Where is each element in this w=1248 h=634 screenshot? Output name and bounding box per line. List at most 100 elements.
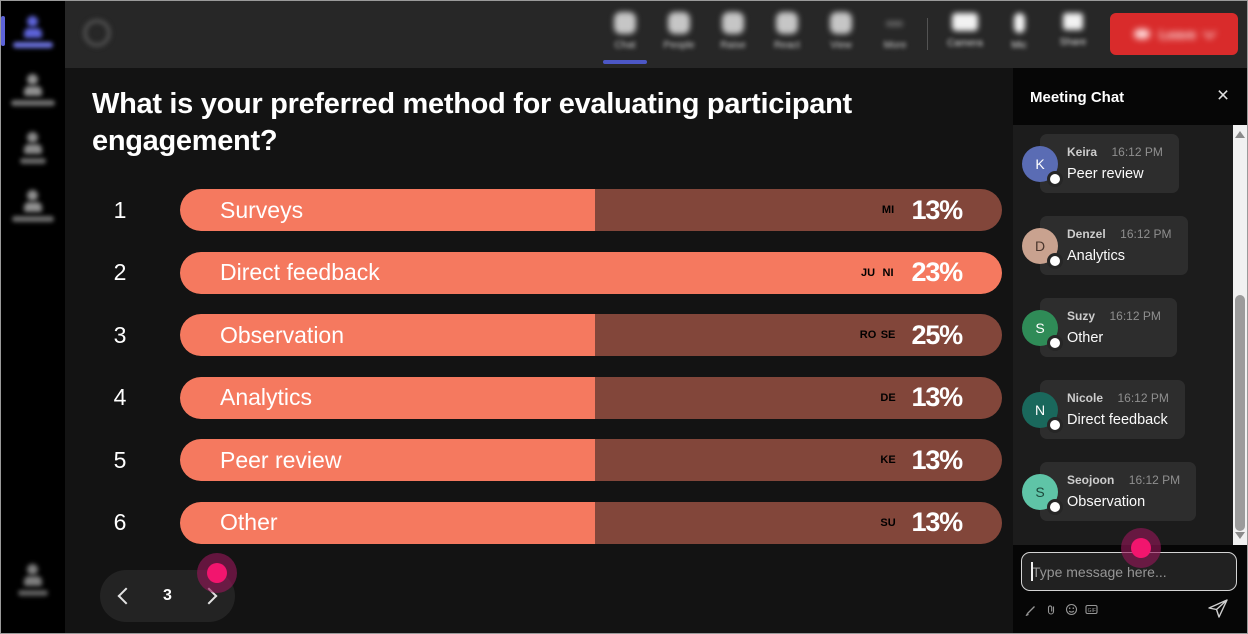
- chat-input-wrap: [1021, 552, 1237, 591]
- option-bar[interactable]: Direct feedback JU NI 23%: [180, 251, 1002, 294]
- emoji-icon[interactable]: [1065, 603, 1078, 616]
- hangup-phone-icon: [1134, 29, 1151, 39]
- option-label: Other: [220, 509, 278, 535]
- poll-option-row: 3 Observation RO SE 25%: [65, 314, 1013, 356]
- toolbar-item-label: Camera: [947, 38, 983, 49]
- presence-dot-icon: [1050, 501, 1060, 512]
- option-rank: 4: [113, 384, 127, 410]
- send-icon[interactable]: [1205, 595, 1231, 621]
- avatar: N: [1022, 391, 1060, 430]
- voter-initials: RO: [859, 329, 877, 341]
- option-bar-fill: [180, 251, 1002, 294]
- option-bar[interactable]: Other SU 13%: [180, 501, 1002, 544]
- poll-results-chart: 1 Surveys MI 13% 2 Direct feedback: [65, 189, 1013, 544]
- chat-bubble: Nicole 16:12 PM Direct feedback: [1040, 380, 1185, 439]
- poll-option-row: 5 Peer review KE 13%: [65, 439, 1013, 481]
- sidebar-app-icon-body: [23, 28, 42, 38]
- option-bar[interactable]: Observation RO SE 25%: [180, 314, 1002, 356]
- message-time: 16:12 PM: [1111, 145, 1163, 159]
- message-text: Analytics: [1067, 248, 1126, 264]
- voter-initials: NI: [882, 266, 894, 279]
- sidebar-app-label: [10, 100, 55, 106]
- avatar: S: [1022, 473, 1060, 512]
- active-tab-underline: [603, 60, 647, 64]
- leave-button[interactable]: Leave: [1110, 13, 1238, 55]
- poll-option-row: 4 Analytics DE 13%: [65, 376, 1013, 419]
- app-sidebar: [0, 0, 65, 634]
- meeting-chat-panel: Meeting Chat × K Keira 16:12 PM Peer rev…: [1013, 68, 1248, 634]
- scroll-up-arrow-icon[interactable]: [1235, 131, 1245, 138]
- option-bar[interactable]: Analytics DE 13%: [180, 376, 1002, 419]
- option-bar[interactable]: Surveys MI 13%: [180, 189, 1002, 231]
- next-slide-button[interactable]: [200, 587, 218, 605]
- option-result-group: MI 13%: [872, 189, 996, 231]
- voter-initials: SU: [880, 516, 896, 529]
- poll-option-row: 6 Other SU 13%: [65, 501, 1013, 544]
- voter-badge: JU: [852, 256, 885, 289]
- voter-initials: DE: [880, 391, 896, 404]
- option-bar-fill: [180, 501, 596, 544]
- slide-pagination: 3: [100, 570, 235, 622]
- toolbar-item-label: More: [883, 40, 907, 51]
- chevron-down-icon: [1203, 26, 1216, 39]
- option-bar-fill: [180, 376, 596, 419]
- active-tab-underline: [873, 60, 917, 64]
- toolbar-divider: [927, 18, 928, 50]
- toolbar-item-label: Chat: [614, 40, 636, 51]
- option-percentage: 13%: [911, 194, 964, 225]
- option-rank: 5: [113, 446, 127, 473]
- toolbar-icon: [614, 12, 636, 34]
- scrollbar-thumb[interactable]: [1235, 295, 1245, 531]
- sidebar-item-bottom[interactable]: [4, 554, 62, 606]
- sidebar-app-icon: [27, 132, 38, 143]
- previous-slide-button[interactable]: [117, 587, 135, 605]
- option-result-group: DE 13%: [872, 377, 996, 419]
- scroll-down-arrow-icon[interactable]: [1235, 532, 1245, 539]
- sidebar-app-icon: [27, 16, 38, 27]
- option-bar-fill: [180, 314, 596, 356]
- option-percentage: 13%: [911, 507, 964, 537]
- sidebar-app-label: [17, 590, 48, 596]
- option-percentage: 25%: [911, 319, 964, 350]
- format-pen-icon[interactable]: [1025, 603, 1038, 616]
- sidebar-app-icon: [27, 564, 38, 575]
- chat-message-meta: Keira 16:12 PM: [1067, 143, 1163, 161]
- more-icon: •••: [886, 15, 904, 31]
- voter-initials: SE: [880, 329, 896, 341]
- leave-button-content: Leave: [1134, 26, 1216, 42]
- toolbar-device-group: Camera Mic Share: [938, 6, 1100, 66]
- option-label: Analytics: [220, 384, 313, 410]
- message-text: Other: [1067, 330, 1104, 346]
- option-result-group: SU 13%: [872, 502, 996, 544]
- voter-initials: MI: [881, 204, 895, 216]
- close-icon[interactable]: ×: [1216, 84, 1230, 107]
- toolbar-item-label: People: [663, 40, 695, 51]
- option-bar[interactable]: Peer review KE 13%: [180, 439, 1002, 481]
- toolbar-center-group: Chat People Raise React View ••• Mor: [598, 6, 922, 66]
- chat-bubble: Keira 16:12 PM Peer review: [1040, 134, 1179, 193]
- voter-badges: JU NI: [852, 256, 905, 289]
- gif-icon[interactable]: GIF: [1085, 603, 1098, 616]
- option-bar-fill: [180, 189, 596, 231]
- chat-title: Meeting Chat: [1030, 89, 1125, 106]
- avatar-initial: S: [1035, 483, 1045, 500]
- option-rank: 2: [113, 259, 127, 285]
- attachment-icon[interactable]: [1045, 603, 1058, 616]
- option-result-group: JU NI 23%: [852, 252, 996, 294]
- sender-name: Denzel: [1067, 227, 1106, 241]
- presence-dot-icon: [1050, 173, 1060, 184]
- option-percentage: 13%: [911, 444, 964, 475]
- active-indicator: [1, 74, 5, 104]
- chat-message-meta: Seojoon 16:12 PM: [1067, 471, 1180, 489]
- avatar-initial: D: [1034, 237, 1046, 254]
- chat-bubble: Suzy 16:12 PM Other: [1040, 298, 1177, 357]
- voter-badge: RO: [852, 319, 885, 352]
- avatar-initial: K: [1035, 155, 1045, 172]
- chat-scrollbar[interactable]: [1233, 125, 1247, 545]
- chat-input[interactable]: [1022, 553, 1236, 590]
- message-time: 16:12 PM: [1117, 391, 1169, 405]
- toolbar-icon: •••: [884, 12, 906, 34]
- poll-option-row: 2 Direct feedback JU NI 23%: [65, 251, 1013, 294]
- presence-dot-icon: [1050, 255, 1060, 266]
- message-text: Direct feedback: [1067, 412, 1168, 428]
